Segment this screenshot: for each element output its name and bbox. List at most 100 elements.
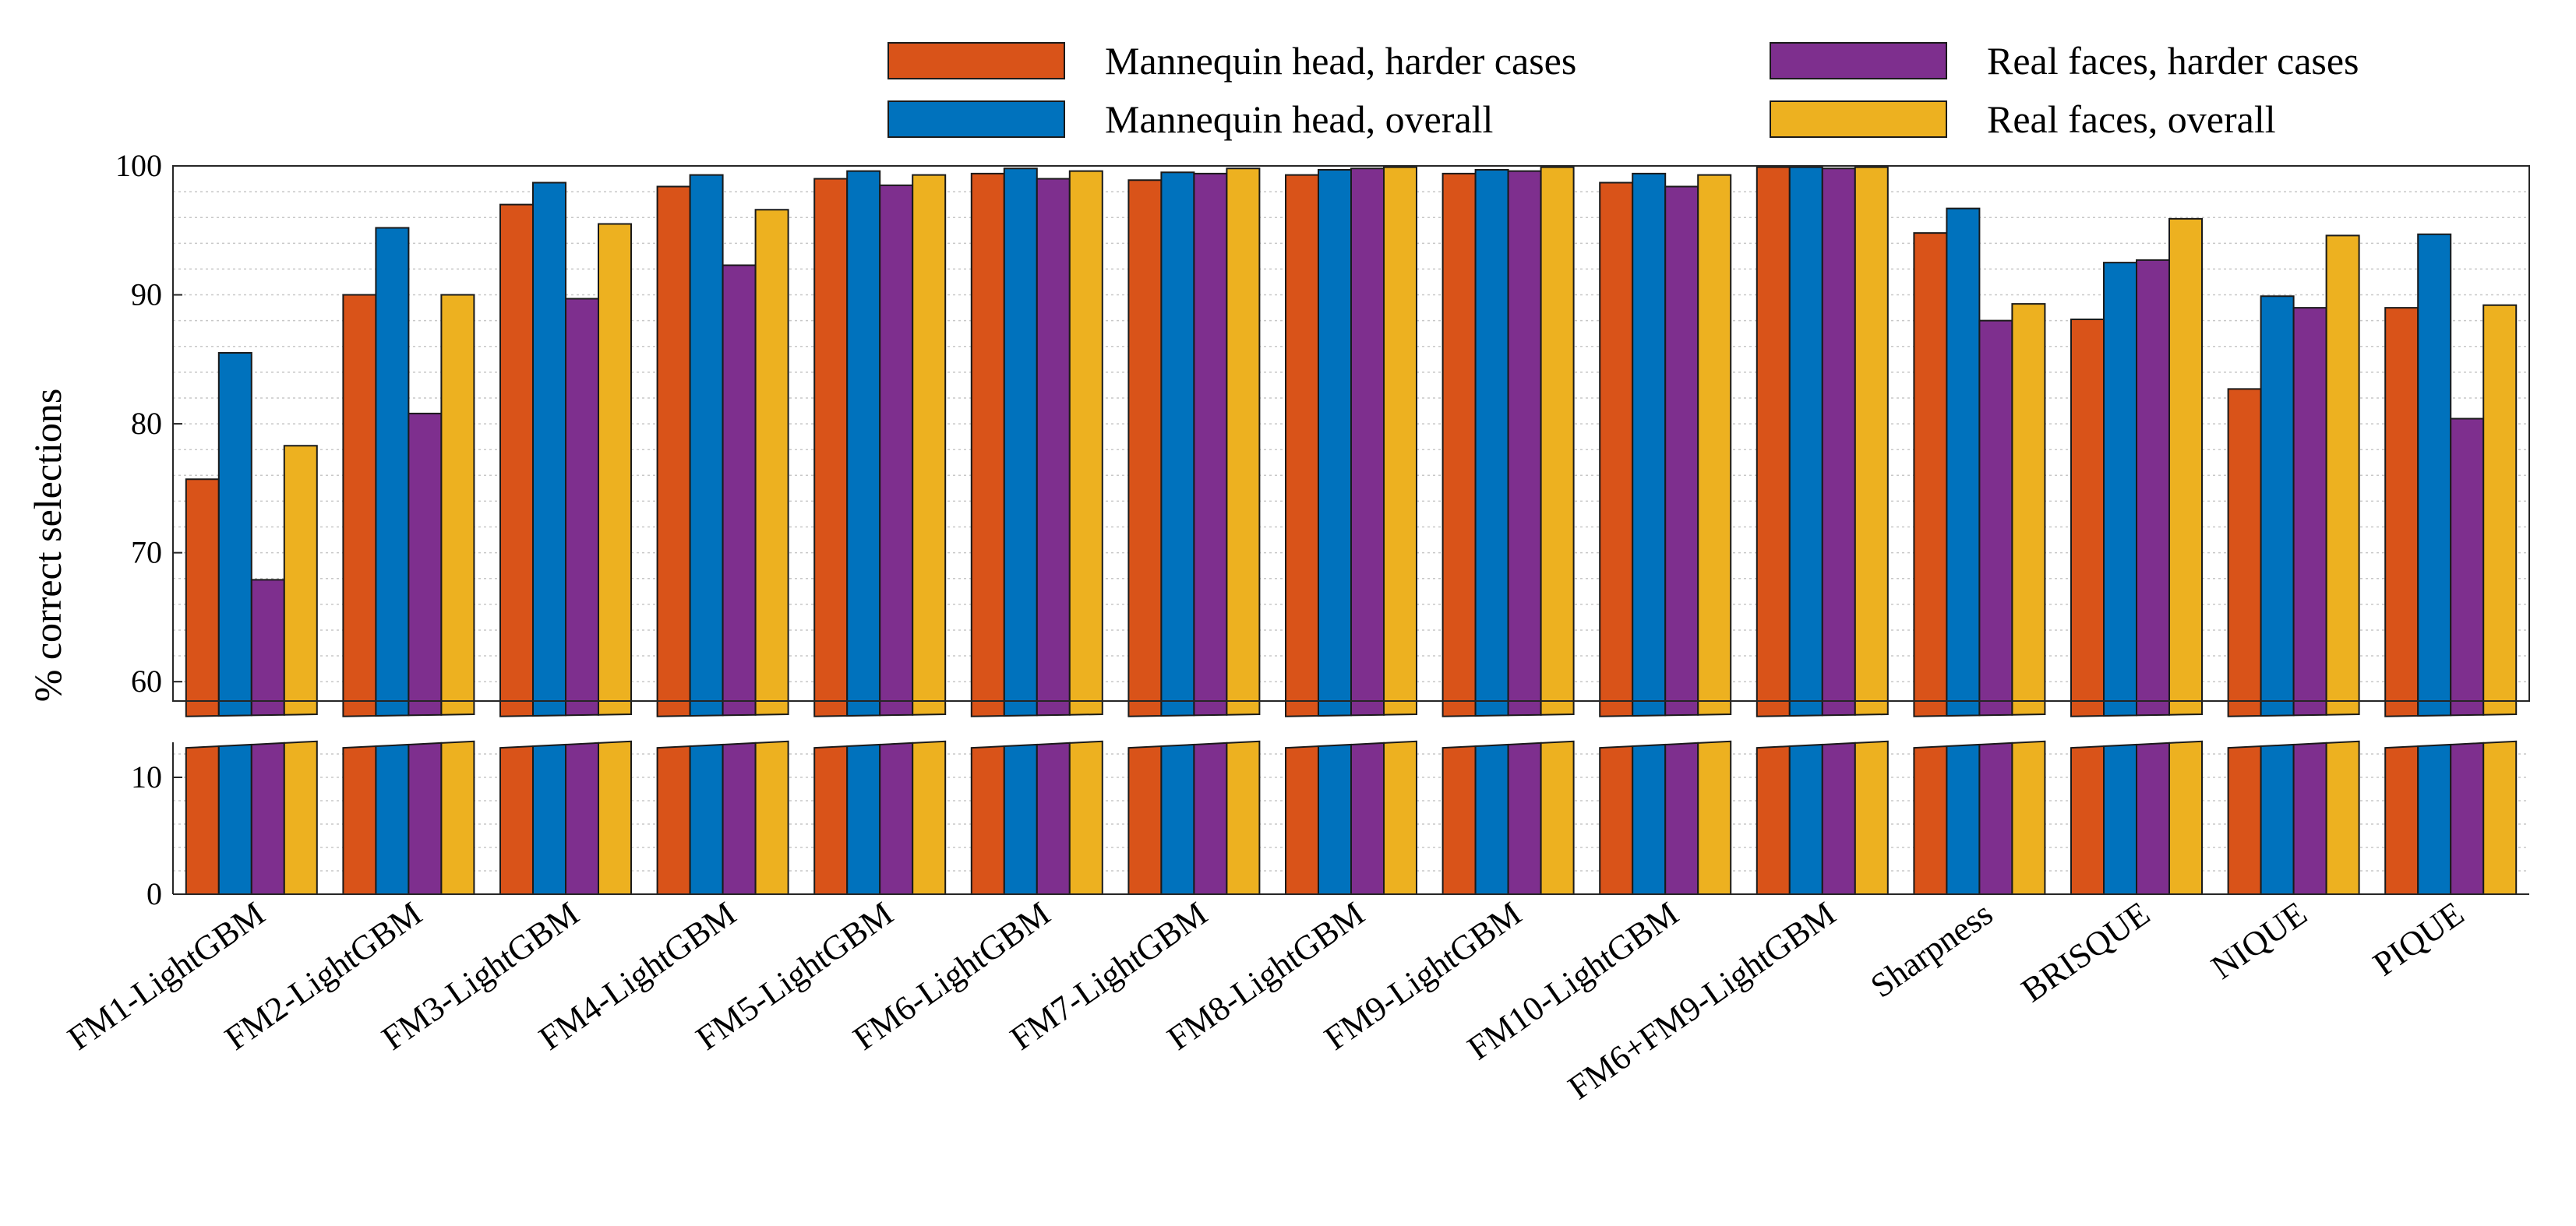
legend-label: Mannequin head, harder cases — [1105, 39, 1576, 83]
bar-lower — [1978, 742, 2013, 895]
bar-lower — [2136, 742, 2170, 895]
y-tick-label: 80 — [131, 406, 162, 441]
bar-upper — [375, 227, 410, 717]
bar-lower — [217, 743, 252, 895]
bar-upper — [689, 174, 724, 717]
bar-upper — [1127, 179, 1163, 717]
bar-upper — [408, 412, 443, 717]
bar-upper — [846, 170, 881, 717]
bar-upper — [1068, 170, 1103, 716]
bar-lower — [1160, 743, 1195, 895]
bar-upper — [754, 209, 789, 716]
bar-lower — [2260, 743, 2295, 895]
bar-lower — [2417, 743, 2452, 895]
bar-upper — [250, 579, 285, 717]
bar-upper — [185, 478, 220, 717]
y-tick-label: 10 — [131, 759, 162, 794]
x-tick-label: Sharpness — [1864, 894, 1999, 1005]
bar-lower — [283, 740, 318, 895]
y-tick-label: 100 — [115, 148, 162, 183]
bar-lower — [565, 742, 599, 895]
bar-upper — [1383, 166, 1417, 716]
bar-upper — [970, 172, 1005, 717]
bar-upper — [1821, 167, 1856, 717]
legend-swatch — [1770, 42, 1947, 79]
bar-lower — [1036, 742, 1071, 895]
bar-upper — [1474, 168, 1509, 717]
bar-upper — [217, 352, 252, 717]
bar-upper — [1632, 172, 1667, 717]
bar-lower — [440, 740, 475, 895]
bar-lower — [813, 745, 849, 895]
x-tick-label: NIQUE — [2204, 894, 2313, 987]
bar-upper — [2450, 417, 2485, 717]
bars — [185, 166, 2518, 895]
bar-lower — [722, 742, 757, 895]
bar-lower — [2292, 742, 2327, 895]
bar-lower — [1068, 740, 1103, 895]
bar-upper — [879, 184, 914, 717]
bar-lower — [1193, 742, 1228, 895]
bar-lower — [1913, 745, 1948, 895]
bar-upper — [1540, 166, 1575, 716]
bar-lower — [1540, 740, 1575, 895]
bar-upper — [1507, 170, 1542, 717]
bar-upper — [813, 178, 849, 717]
bar-upper — [1350, 167, 1385, 717]
axes-frame — [172, 165, 2530, 895]
legend-label: Mannequin head, overall — [1105, 97, 1493, 141]
bar-lower — [1474, 743, 1509, 895]
bar-upper — [2292, 307, 2327, 717]
y-tick-label: 60 — [131, 664, 162, 699]
bar-upper — [342, 294, 377, 717]
bar-upper — [1193, 172, 1228, 717]
bar-lower — [598, 740, 632, 895]
bar-lower — [1664, 742, 1699, 895]
bar-upper — [440, 294, 475, 716]
bar-upper — [2384, 307, 2419, 717]
bar-upper — [1285, 174, 1319, 717]
legend-swatch — [887, 42, 1065, 79]
bar-lower — [532, 743, 566, 895]
bar-upper — [1003, 167, 1038, 717]
bar-upper — [1756, 166, 1791, 717]
upper-axes-box — [172, 165, 2530, 702]
x-tick-label: FM6+FM9-LightGBM — [1561, 894, 1843, 1107]
bar-upper — [656, 185, 691, 717]
bar-lower — [1756, 745, 1791, 895]
bar-lower — [2450, 742, 2485, 895]
bar-lower — [912, 740, 947, 895]
bar-upper — [1160, 171, 1195, 717]
bar-upper — [2417, 233, 2452, 717]
y-tick-label: 0 — [146, 876, 162, 911]
bar-lower — [1697, 740, 1732, 895]
bar-upper — [532, 181, 566, 717]
bar-upper — [2227, 388, 2262, 717]
bar-upper — [2482, 304, 2518, 716]
bar-upper — [1978, 319, 2013, 717]
bar-upper — [499, 203, 534, 717]
bar-upper — [2168, 217, 2203, 716]
bar-lower — [2325, 740, 2360, 895]
bar-lower — [846, 743, 881, 895]
bar-upper — [2103, 262, 2137, 717]
bar-upper — [1226, 167, 1261, 716]
bar-upper — [1946, 207, 1981, 717]
bar-upper — [2011, 303, 2046, 716]
x-tick-label: PIQUE — [2366, 894, 2471, 983]
bar-lower — [342, 745, 377, 895]
bar-lower — [408, 742, 443, 895]
x-tick-labels: FM1-LightGBMFM2-LightGBMFM3-LightGBMFM4-… — [61, 894, 2471, 1107]
bar-upper — [1599, 181, 1634, 717]
bar-lower — [185, 745, 220, 895]
bar-lower — [1632, 743, 1667, 895]
bar-upper — [283, 445, 318, 716]
bar-lower — [1507, 742, 1542, 895]
bar-lower — [2482, 740, 2518, 895]
y-ticks: 60 70 80 90 100 0 10 — [115, 148, 182, 911]
bar-lower — [2070, 745, 2105, 895]
bar-lower — [1788, 743, 1823, 895]
bar-upper — [1788, 166, 1823, 717]
bar-lower — [1318, 743, 1352, 895]
